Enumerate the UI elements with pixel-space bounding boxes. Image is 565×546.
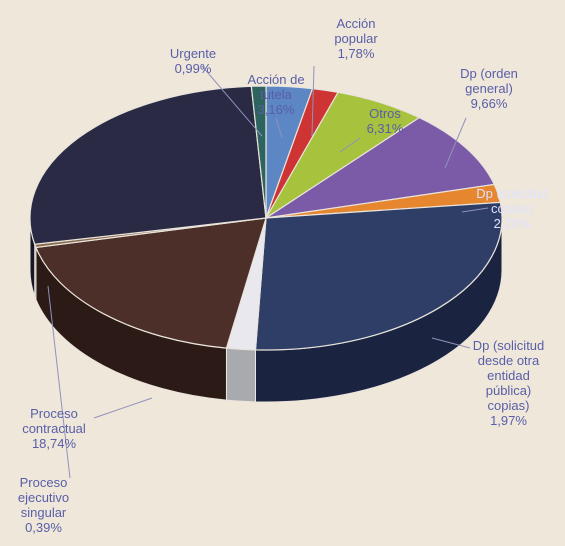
pie-slice-7: [35, 217, 267, 349]
leader-line-8: [201, 65, 263, 137]
leader-line-5: [431, 337, 471, 349]
slice-label-accion-tutela: Acción de tutela 3,16%: [247, 72, 305, 117]
slice-label-proceso-contractual: Proceso contractual 18,74%: [22, 406, 86, 451]
slice-label-dp-otra-entidad: Dp (solicitud desde otra entidad pública…: [472, 338, 545, 428]
leader-line-4: [461, 207, 489, 213]
pie-side-group: [29, 217, 503, 403]
leader-line-6: [93, 397, 153, 419]
slice-label-accion-popular: Acción popular 1,78%: [334, 16, 378, 61]
slice-label-proceso-ejecutivo: Proceso ejecutivo singular 0,39%: [17, 475, 70, 535]
slice-label-urgente: Urgente 0,99%: [169, 46, 217, 76]
leader-line-7: [47, 285, 71, 479]
leader-line-0: [275, 117, 283, 139]
pie-slice-3: [265, 116, 496, 219]
pie-top-group: [29, 85, 503, 351]
slice-label-otros: Otros 6,31%: [366, 106, 404, 136]
pie-slice-10: [250, 85, 267, 219]
pie-side-6: [225, 347, 256, 403]
pie-slice-9: [29, 85, 267, 245]
slice-label-dp-solicitud-copias: Dp (solicitud copias) 2,20%: [476, 186, 548, 231]
leader-line-2: [339, 137, 361, 153]
leader-line-1: [311, 65, 315, 137]
leader-line-3: [444, 117, 467, 169]
pie-slice-5: [254, 201, 503, 351]
slice-label-dp-orden-general: Dp (orden general) 9,66%: [460, 66, 518, 111]
